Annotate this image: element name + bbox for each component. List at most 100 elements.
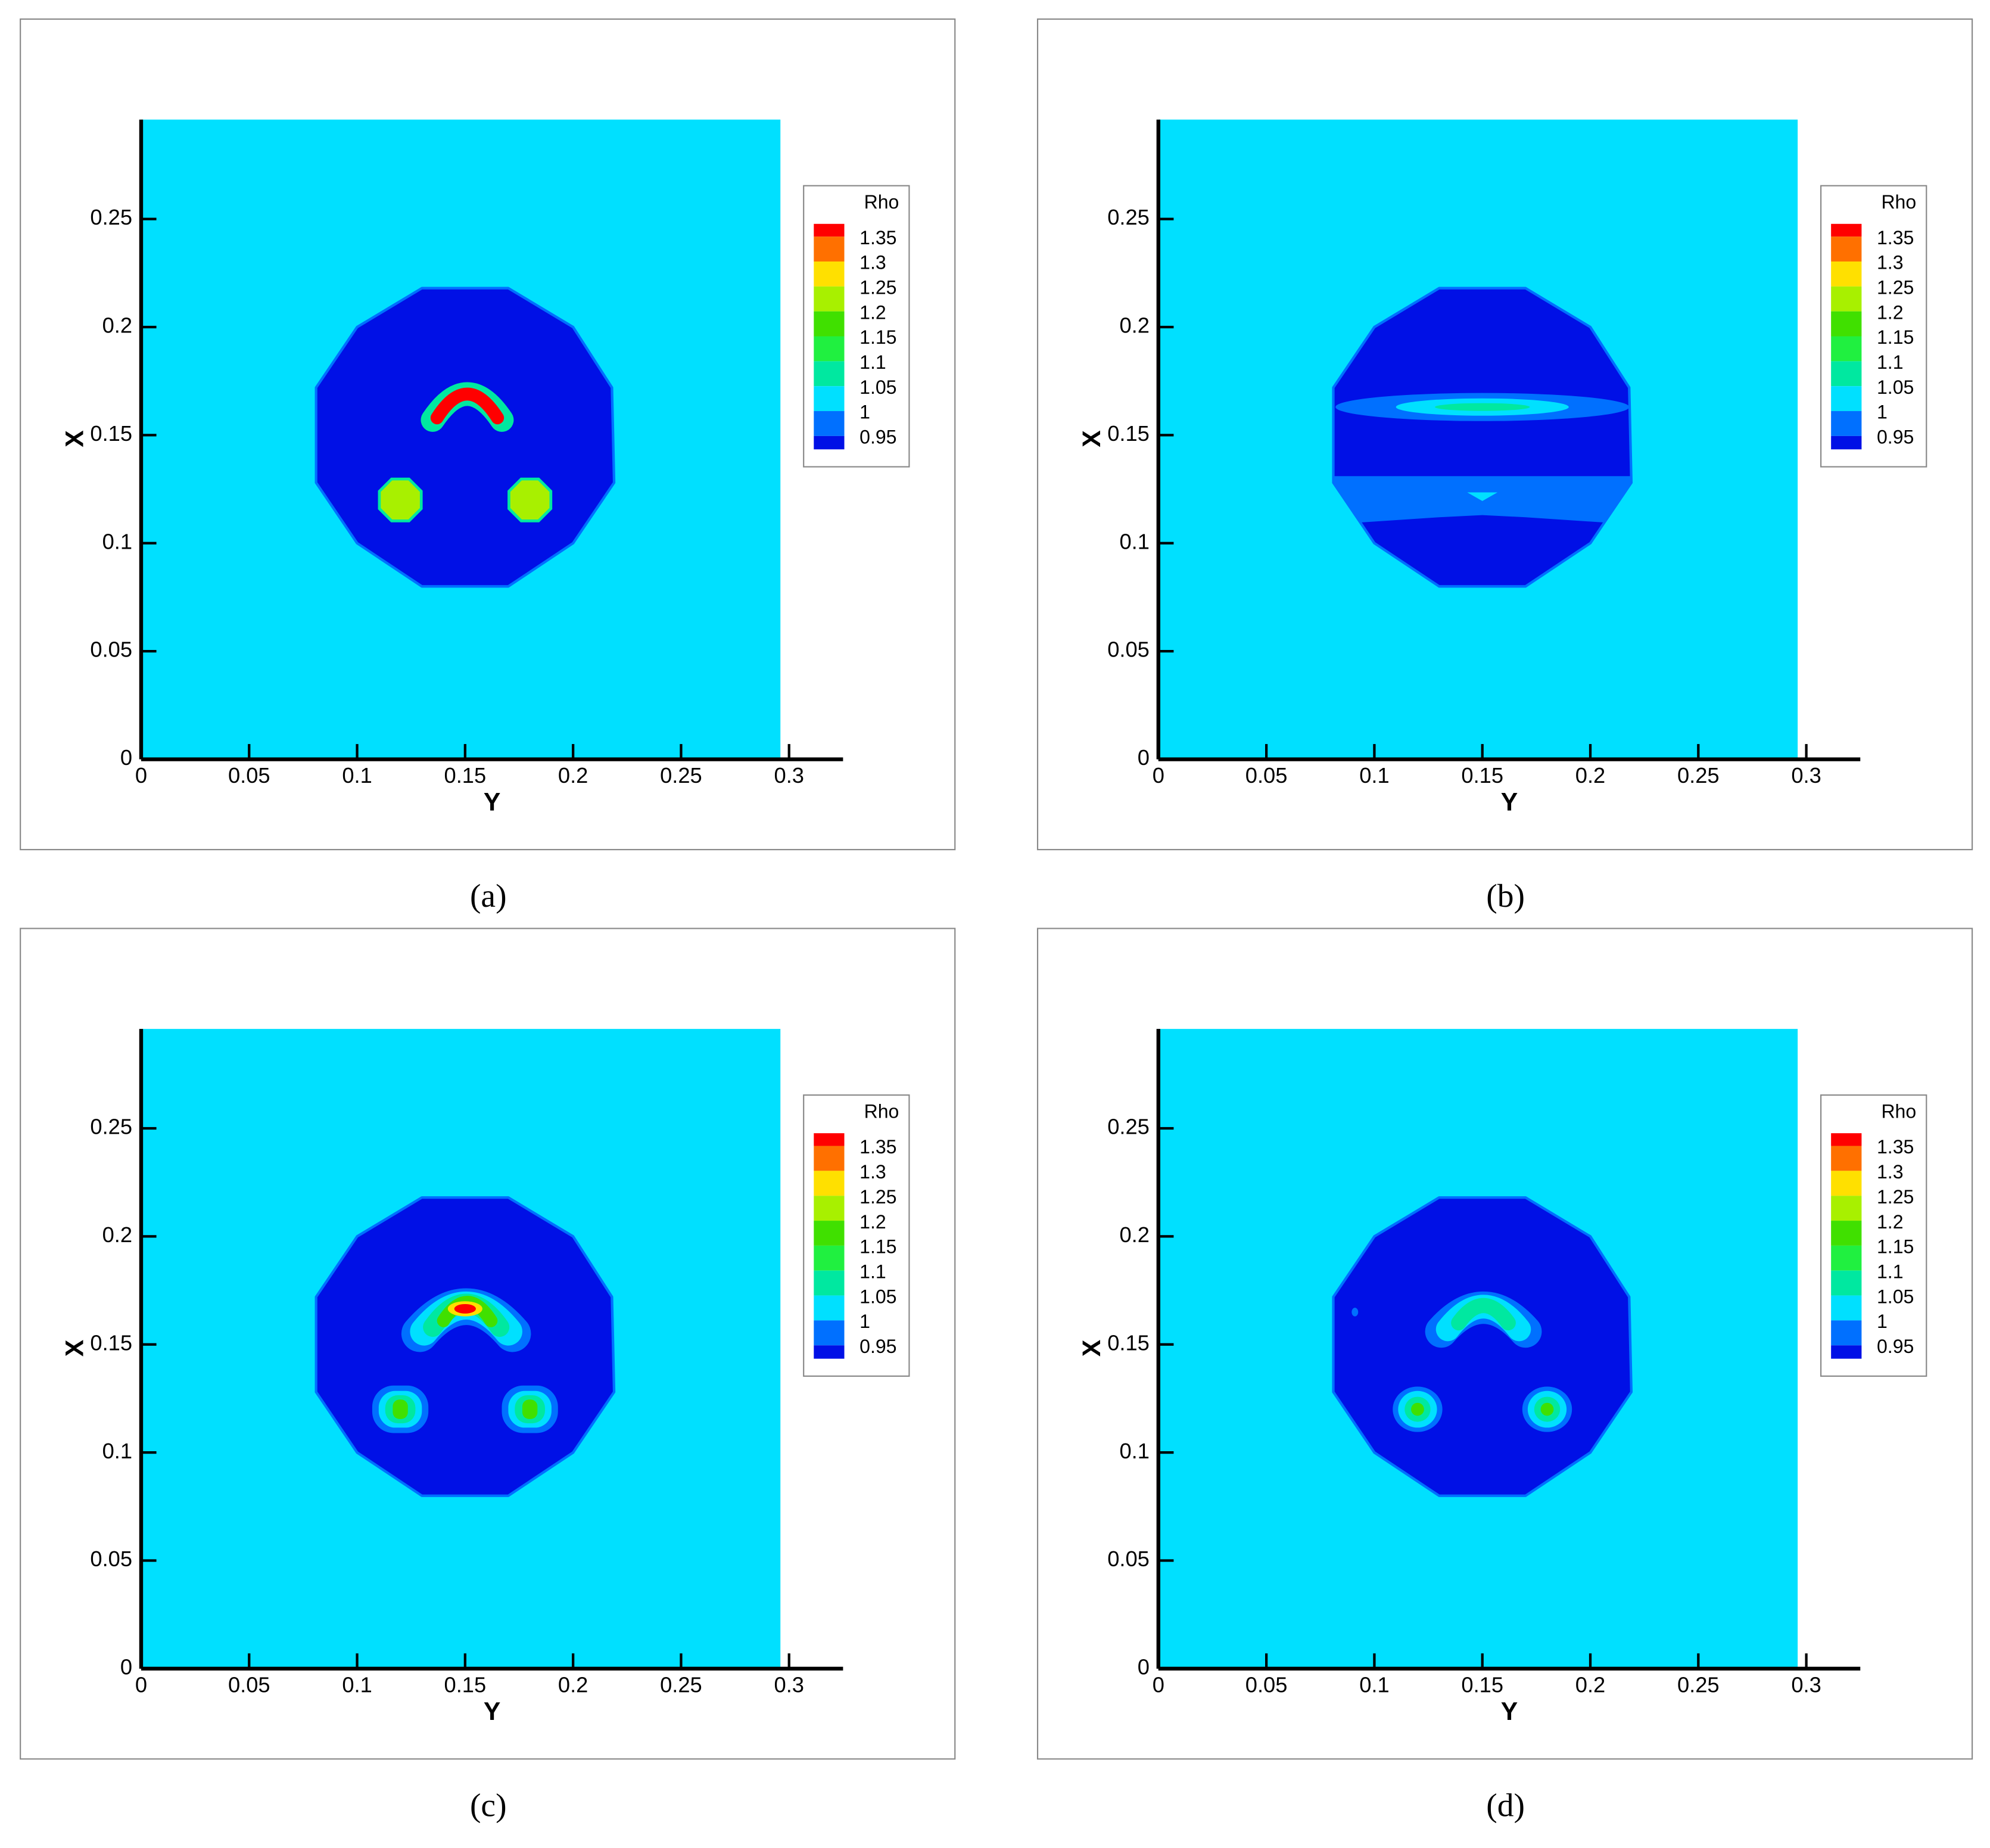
legend-label: 1	[859, 1311, 870, 1332]
legend-label: 0.95	[859, 1336, 896, 1357]
y-tick-label: 0.1	[102, 529, 132, 553]
x-tick-label: 0.2	[558, 763, 588, 788]
y-axis-label: X	[1077, 1339, 1106, 1357]
caption: (b)	[1486, 878, 1525, 914]
legend-swatch	[814, 411, 845, 436]
caption: (a)	[470, 878, 507, 914]
y-tick-label: 0.25	[1107, 205, 1150, 229]
legend-swatch	[1831, 1270, 1862, 1296]
legend-swatch	[1831, 1133, 1862, 1146]
panel: 0 0.05 0.1 0.15 0.2 0.25 0.3 0 0.05 0.1 0.15 0.2 0.2…	[20, 928, 956, 1824]
x-axis-label: Y	[484, 788, 500, 817]
legend-swatch	[1831, 1295, 1862, 1321]
legend-swatch	[1831, 261, 1862, 287]
legend-swatch	[1831, 1320, 1862, 1346]
legend-label: 1.3	[1877, 1161, 1904, 1183]
y-tick-label: 0.2	[1119, 313, 1149, 338]
x-tick-label: 0.2	[1575, 763, 1605, 788]
y-tick-label: 0.1	[1119, 1439, 1149, 1463]
legend-swatch	[814, 386, 845, 412]
legend-label: 1.05	[1877, 1286, 1914, 1307]
legend-title: Rho	[864, 1100, 899, 1122]
legend-label: 1.15	[1877, 326, 1914, 348]
y-tick-label: 0.25	[1107, 1115, 1150, 1139]
y-tick-label: 0.15	[90, 1330, 132, 1355]
legend-swatch	[1831, 1146, 1862, 1171]
x-tick-label: 0.15	[1461, 1672, 1503, 1697]
legend-label: 1.25	[1877, 277, 1914, 298]
x-tick-label: 0.15	[444, 763, 487, 788]
legend-label: 1.15	[1877, 1236, 1914, 1258]
legend-swatch	[814, 1320, 845, 1346]
legend-swatch	[814, 1133, 845, 1146]
legend-label: 1	[859, 402, 870, 423]
contour-region	[1434, 403, 1530, 411]
y-tick-label: 0.2	[1119, 1222, 1149, 1247]
x-tick-label: 0.3	[774, 763, 804, 788]
legend-label: 1.15	[859, 326, 896, 348]
legend-label: 1.05	[859, 377, 896, 398]
legend-swatch	[1831, 223, 1862, 237]
legend-label: 0.95	[1877, 1336, 1914, 1357]
legend-label: 1.1	[1877, 351, 1904, 373]
legend-title: Rho	[1881, 191, 1916, 213]
y-tick-label: 0.05	[1107, 1547, 1150, 1571]
x-tick-label: 0.1	[1359, 763, 1389, 788]
legend-label: 1.25	[859, 1186, 896, 1208]
legend-swatch	[814, 1295, 845, 1321]
panel: 0 0.05 0.1 0.15 0.2 0.25 0.3 0 0.05 0.1 0.15 0.2 0.2…	[1036, 928, 1973, 1824]
legend-swatch	[1831, 1196, 1862, 1221]
legend-swatch	[1831, 411, 1862, 436]
y-tick-label: 0	[120, 1655, 132, 1679]
contour-region	[1467, 492, 1498, 502]
x-tick-label: 0.15	[1461, 763, 1503, 788]
panel: 0 0.05 0.1 0.15 0.2 0.25 0.3 0 0.05 0.1 0.15 0.2 0.2…	[20, 18, 956, 914]
legend-label: 0.95	[859, 427, 896, 448]
y-tick-label: 0.05	[90, 637, 132, 662]
contour-region	[1540, 1402, 1554, 1416]
x-tick-label: 0.05	[1245, 763, 1288, 788]
legend-label: 1.2	[859, 301, 886, 323]
panel-frame	[1036, 18, 1973, 851]
legend-swatch	[1831, 1171, 1862, 1196]
legend-swatch	[814, 261, 845, 287]
legend-swatch	[1831, 286, 1862, 312]
legend-label: 1.1	[1877, 1261, 1904, 1282]
x-tick-label: 0.3	[774, 1672, 804, 1697]
x-tick-label: 0.15	[444, 1672, 487, 1697]
legend-swatch	[814, 1146, 845, 1171]
x-tick-label: 0	[135, 763, 147, 788]
legend-label: 1.05	[859, 1286, 896, 1307]
legend-swatch	[1831, 336, 1862, 362]
x-tick-label: 0.3	[1791, 1672, 1821, 1697]
x-tick-label: 0	[1153, 1672, 1164, 1697]
legend-swatch	[1831, 1245, 1862, 1271]
legend-swatch	[1831, 311, 1862, 337]
y-tick-label: 0.25	[90, 1115, 132, 1139]
y-tick-label: 0.15	[90, 421, 132, 446]
contour-region	[1332, 1196, 1633, 1497]
legend-swatch	[814, 1345, 845, 1359]
x-tick-label: 0.1	[1359, 1672, 1389, 1697]
x-tick-label: 0.25	[1677, 1672, 1720, 1697]
y-tick-label: 0.15	[1107, 1330, 1150, 1355]
legend-swatch	[814, 1270, 845, 1296]
legend-label: 1.1	[859, 1261, 886, 1282]
legend-swatch	[1831, 435, 1862, 450]
y-axis-label: X	[60, 1339, 89, 1357]
legend-swatch	[814, 361, 845, 387]
legend-swatch	[1831, 386, 1862, 412]
y-tick-label: 0.2	[102, 313, 132, 338]
x-tick-label: 0.25	[1677, 763, 1720, 788]
contour-region	[381, 480, 420, 520]
legend-label: 1.3	[859, 1161, 886, 1183]
caption: (c)	[470, 1788, 507, 1824]
x-axis-label: Y	[1501, 1697, 1518, 1726]
x-tick-label: 0.1	[342, 763, 372, 788]
legend-label: 1.35	[859, 227, 896, 248]
legend-swatch	[1831, 237, 1862, 262]
contour-region	[1351, 1308, 1359, 1317]
contour-region	[1332, 287, 1633, 588]
legend-swatch	[1831, 361, 1862, 387]
